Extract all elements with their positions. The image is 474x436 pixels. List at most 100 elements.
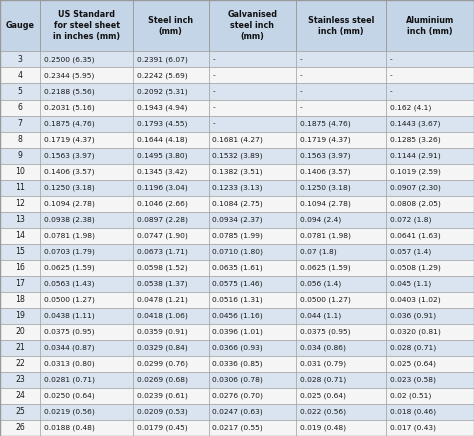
Bar — [40, 276, 133, 292]
Bar — [133, 308, 209, 324]
Text: 18: 18 — [15, 295, 25, 304]
Text: -: - — [300, 72, 303, 78]
Text: 0.1196 (3.04): 0.1196 (3.04) — [137, 184, 187, 191]
Text: 0.2500 (6.35): 0.2500 (6.35) — [44, 56, 95, 63]
Bar — [0, 51, 40, 68]
Bar — [296, 292, 386, 308]
Text: 0.1094 (2.78): 0.1094 (2.78) — [300, 201, 351, 207]
Text: 22: 22 — [15, 359, 25, 368]
Bar — [386, 324, 474, 340]
Bar — [133, 84, 209, 99]
Bar — [40, 148, 133, 164]
Bar — [40, 388, 133, 404]
Bar — [209, 244, 296, 260]
Text: 0.0209 (0.53): 0.0209 (0.53) — [137, 409, 187, 415]
Bar — [0, 308, 40, 324]
Text: 0.2391 (6.07): 0.2391 (6.07) — [137, 56, 187, 63]
Bar — [296, 84, 386, 99]
Text: 5: 5 — [18, 87, 23, 96]
Bar — [296, 132, 386, 147]
Text: 0.1233 (3.13): 0.1233 (3.13) — [212, 184, 263, 191]
Bar — [133, 196, 209, 211]
Bar — [0, 180, 40, 196]
Text: 0.0313 (0.80): 0.0313 (0.80) — [44, 361, 95, 367]
Text: 0.0320 (0.81): 0.0320 (0.81) — [390, 329, 441, 335]
Bar — [40, 260, 133, 276]
Bar — [209, 196, 296, 211]
Bar — [133, 116, 209, 132]
Bar — [296, 324, 386, 340]
Text: 0.0366 (0.93): 0.0366 (0.93) — [212, 344, 263, 351]
Text: 26: 26 — [15, 423, 25, 433]
Bar — [133, 340, 209, 356]
Text: 0.0299 (0.76): 0.0299 (0.76) — [137, 361, 188, 367]
Bar — [296, 196, 386, 211]
Bar — [40, 68, 133, 83]
Bar — [133, 0, 209, 51]
Text: 0.1563 (3.97): 0.1563 (3.97) — [300, 152, 351, 159]
Text: 20: 20 — [15, 327, 25, 336]
Bar — [296, 388, 386, 404]
Bar — [296, 228, 386, 244]
Text: 0.0344 (0.87): 0.0344 (0.87) — [44, 344, 95, 351]
Text: 0.056 (1.4): 0.056 (1.4) — [300, 280, 341, 287]
Text: -: - — [390, 56, 393, 62]
Text: 25: 25 — [15, 408, 25, 416]
Bar — [386, 196, 474, 211]
Bar — [386, 356, 474, 372]
Bar — [209, 148, 296, 164]
Text: 0.0538 (1.37): 0.0538 (1.37) — [137, 280, 187, 287]
Text: 0.0188 (0.48): 0.0188 (0.48) — [44, 425, 95, 431]
Text: 0.0516 (1.31): 0.0516 (1.31) — [212, 296, 263, 303]
Bar — [209, 164, 296, 180]
Bar — [296, 276, 386, 292]
Bar — [296, 212, 386, 228]
Bar — [133, 180, 209, 196]
Text: 0.0239 (0.61): 0.0239 (0.61) — [137, 393, 187, 399]
Bar — [133, 51, 209, 68]
Text: 0.028 (0.71): 0.028 (0.71) — [300, 377, 346, 383]
Text: 0.022 (0.56): 0.022 (0.56) — [300, 409, 346, 415]
Bar — [386, 84, 474, 99]
Bar — [0, 324, 40, 340]
Text: 0.0478 (1.21): 0.0478 (1.21) — [137, 296, 187, 303]
Bar — [40, 99, 133, 116]
Text: 0.0897 (2.28): 0.0897 (2.28) — [137, 216, 188, 223]
Bar — [296, 116, 386, 132]
Text: 0.045 (1.1): 0.045 (1.1) — [390, 280, 431, 287]
Bar — [0, 356, 40, 372]
Text: 0.0269 (0.68): 0.0269 (0.68) — [137, 377, 188, 383]
Bar — [133, 356, 209, 372]
Text: 0.0781 (1.98): 0.0781 (1.98) — [44, 232, 95, 239]
Bar — [133, 292, 209, 308]
Bar — [386, 260, 474, 276]
Bar — [133, 68, 209, 83]
Text: 0.0418 (1.06): 0.0418 (1.06) — [137, 313, 187, 319]
Bar — [133, 260, 209, 276]
Text: 0.0179 (0.45): 0.0179 (0.45) — [137, 425, 187, 431]
Text: 0.2344 (5.95): 0.2344 (5.95) — [44, 72, 94, 79]
Text: 0.0396 (1.01): 0.0396 (1.01) — [212, 329, 263, 335]
Bar — [296, 260, 386, 276]
Bar — [386, 340, 474, 356]
Bar — [386, 180, 474, 196]
Bar — [386, 68, 474, 83]
Text: 0.0598 (1.52): 0.0598 (1.52) — [137, 265, 187, 271]
Text: 0.0217 (0.55): 0.0217 (0.55) — [212, 425, 263, 431]
Bar — [133, 324, 209, 340]
Bar — [40, 308, 133, 324]
Bar — [386, 212, 474, 228]
Bar — [133, 420, 209, 436]
Text: 9: 9 — [18, 151, 23, 160]
Text: 0.1495 (3.80): 0.1495 (3.80) — [137, 152, 187, 159]
Text: 0.1943 (4.94): 0.1943 (4.94) — [137, 104, 187, 111]
Text: 0.0276 (0.70): 0.0276 (0.70) — [212, 393, 264, 399]
Text: 7: 7 — [18, 119, 23, 128]
Bar — [0, 276, 40, 292]
Text: 15: 15 — [15, 247, 25, 256]
Text: 0.0747 (1.90): 0.0747 (1.90) — [137, 232, 187, 239]
Text: 19: 19 — [15, 311, 25, 320]
Text: 0.018 (0.46): 0.018 (0.46) — [390, 409, 436, 415]
Bar — [296, 372, 386, 388]
Text: 0.0575 (1.46): 0.0575 (1.46) — [212, 280, 263, 287]
